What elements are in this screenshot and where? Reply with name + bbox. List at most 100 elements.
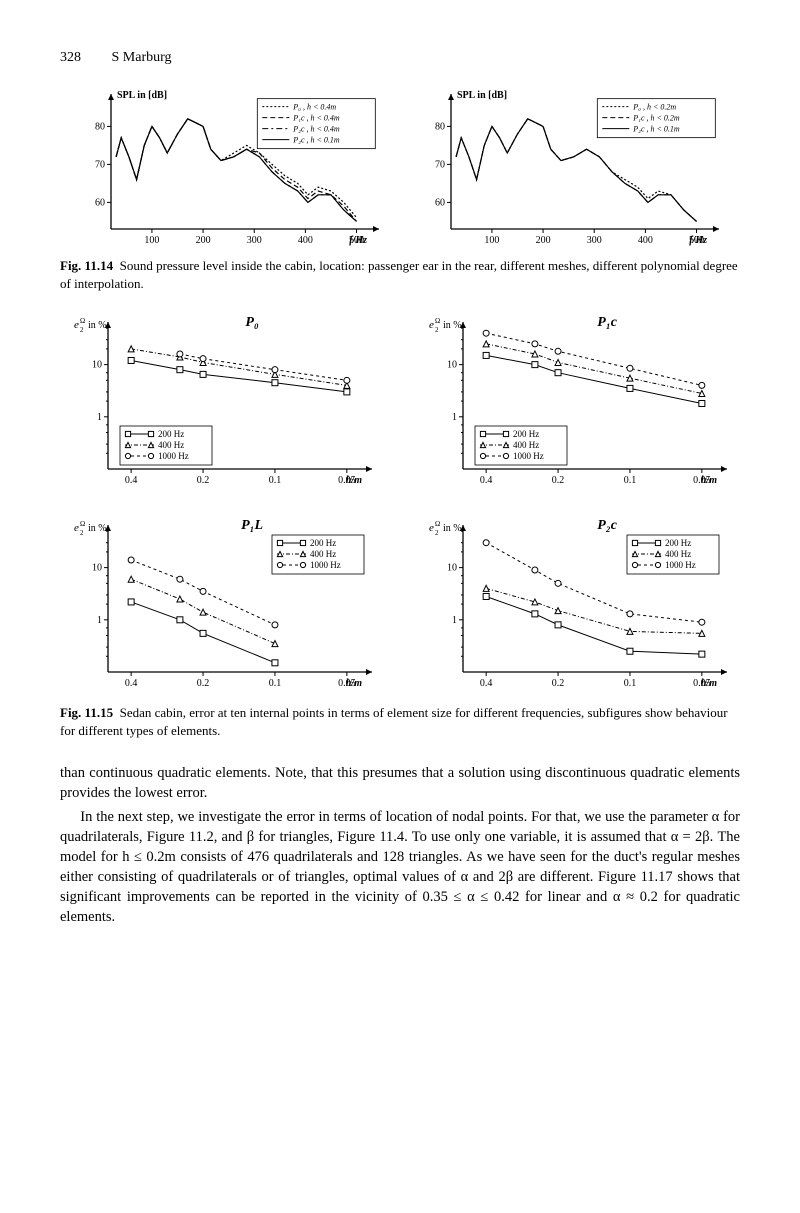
fig-11-14-text: Sound pressure level inside the cabin, l… <box>60 258 738 291</box>
svg-text:400 Hz: 400 Hz <box>513 440 539 450</box>
svg-text:70: 70 <box>95 159 105 170</box>
fig-11-15-panel-P1L: 0.40.20.10.05110e2Ωin %h/mP₁L200 Hz400 H… <box>68 513 378 698</box>
svg-text:0.2: 0.2 <box>551 678 564 689</box>
svg-text:0.4: 0.4 <box>479 475 492 486</box>
svg-text:P₂c: P₂c <box>597 518 617 533</box>
svg-text:e: e <box>74 319 79 331</box>
page-number: 328 <box>60 50 108 66</box>
svg-text:1000 Hz: 1000 Hz <box>310 560 341 570</box>
svg-text:0.2: 0.2 <box>196 475 209 486</box>
svg-text:80: 80 <box>435 121 445 132</box>
svg-text:10: 10 <box>92 563 102 574</box>
svg-text:0.1: 0.1 <box>268 475 281 486</box>
svg-text:2: 2 <box>80 326 84 334</box>
fig-11-14-label: Fig. 11.14 <box>60 258 113 273</box>
svg-text:200: 200 <box>196 235 211 246</box>
svg-text:f/Hz: f/Hz <box>689 235 707 246</box>
svg-text:200 Hz: 200 Hz <box>665 538 691 548</box>
svg-text:1: 1 <box>97 615 102 626</box>
svg-text:P₀: P₀ <box>245 315 259 330</box>
paragraph-2: In the next step, we investigate the err… <box>60 807 740 927</box>
svg-text:0.2: 0.2 <box>196 678 209 689</box>
fig-11-15-panel-P1c: 0.40.20.10.05110e2Ωin %h/mP₁c200 Hz400 H… <box>423 310 733 495</box>
svg-text:P₁c , h < 0.4m: P₁c , h < 0.4m <box>292 114 340 123</box>
svg-text:in %: in % <box>88 523 107 534</box>
fig-11-15-grid: 0.40.20.10.05110e2Ωin %h/mP₀200 Hz400 Hz… <box>60 310 740 698</box>
svg-text:Ω: Ω <box>80 520 85 528</box>
body-text: than continuous quadratic elements. Note… <box>60 763 740 927</box>
svg-text:10: 10 <box>92 360 102 371</box>
svg-text:10: 10 <box>447 360 457 371</box>
svg-text:SPL in [dB]: SPL in [dB] <box>457 90 507 101</box>
svg-text:1000 Hz: 1000 Hz <box>513 451 544 461</box>
fig-11-14-caption: Fig. 11.14 Sound pressure level inside t… <box>60 257 740 292</box>
svg-text:e: e <box>429 319 434 331</box>
svg-text:Ω: Ω <box>80 317 85 325</box>
svg-text:100: 100 <box>484 235 499 246</box>
svg-text:P₀ , h < 0.2m: P₀ , h < 0.2m <box>632 103 676 112</box>
svg-text:in %: in % <box>88 320 107 331</box>
svg-text:in %: in % <box>443 523 462 534</box>
svg-text:70: 70 <box>435 159 445 170</box>
svg-text:400: 400 <box>638 235 653 246</box>
svg-text:200: 200 <box>536 235 551 246</box>
svg-text:0.1: 0.1 <box>623 475 636 486</box>
svg-text:0.4: 0.4 <box>124 475 136 486</box>
fig-11-14-right-chart: 100200300400500607080SPL in [dB]f/HzP₀ ,… <box>415 86 725 251</box>
fig-11-15-label: Fig. 11.15 <box>60 705 113 720</box>
svg-text:60: 60 <box>435 197 445 208</box>
svg-text:Ω: Ω <box>435 520 440 528</box>
svg-text:1: 1 <box>452 412 457 423</box>
svg-text:400 Hz: 400 Hz <box>310 549 336 559</box>
author: S Marburg <box>112 50 172 66</box>
svg-text:P₁c: P₁c <box>597 315 617 330</box>
svg-text:400 Hz: 400 Hz <box>665 549 691 559</box>
svg-text:200 Hz: 200 Hz <box>158 429 184 439</box>
page-header: 328 S Marburg <box>60 50 740 66</box>
svg-text:400: 400 <box>298 235 313 246</box>
svg-text:e: e <box>429 522 434 534</box>
svg-text:0.4: 0.4 <box>479 678 492 689</box>
svg-text:300: 300 <box>247 235 262 246</box>
svg-text:h/m: h/m <box>345 475 361 486</box>
svg-text:h/m: h/m <box>700 475 716 486</box>
svg-text:2: 2 <box>435 326 439 334</box>
svg-text:P₂c , h < 0.1m: P₂c , h < 0.1m <box>632 125 680 134</box>
svg-text:P₂c , h < 0.4m: P₂c , h < 0.4m <box>292 125 340 134</box>
svg-text:Ω: Ω <box>435 317 440 325</box>
svg-text:f/Hz: f/Hz <box>349 235 367 246</box>
svg-text:300: 300 <box>587 235 602 246</box>
svg-text:0.1: 0.1 <box>623 678 636 689</box>
svg-text:P₀ , h < 0.4m: P₀ , h < 0.4m <box>292 103 336 112</box>
svg-text:400 Hz: 400 Hz <box>158 440 184 450</box>
svg-text:200 Hz: 200 Hz <box>513 429 539 439</box>
svg-text:2: 2 <box>80 529 84 537</box>
svg-text:0.4: 0.4 <box>124 678 136 689</box>
svg-text:1000 Hz: 1000 Hz <box>665 560 696 570</box>
svg-text:e: e <box>74 522 79 534</box>
svg-text:in %: in % <box>443 320 462 331</box>
svg-text:100: 100 <box>144 235 159 246</box>
fig-11-15-panel-P2c: 0.40.20.10.05110e2Ωin %h/mP₂c200 Hz400 H… <box>423 513 733 698</box>
paragraph-1: than continuous quadratic elements. Note… <box>60 763 740 803</box>
fig-11-15-text: Sedan cabin, error at ten internal point… <box>60 705 728 738</box>
svg-text:P₂c , h < 0.1m: P₂c , h < 0.1m <box>292 136 340 145</box>
svg-text:h/m: h/m <box>345 678 361 689</box>
svg-text:2: 2 <box>435 529 439 537</box>
svg-text:h/m: h/m <box>700 678 716 689</box>
svg-text:10: 10 <box>447 563 457 574</box>
svg-text:P₁L: P₁L <box>241 518 263 533</box>
svg-text:60: 60 <box>95 197 105 208</box>
svg-text:0.1: 0.1 <box>268 678 281 689</box>
svg-text:200 Hz: 200 Hz <box>310 538 336 548</box>
svg-text:0.2: 0.2 <box>551 475 564 486</box>
svg-text:SPL in [dB]: SPL in [dB] <box>117 90 167 101</box>
svg-text:1: 1 <box>452 615 457 626</box>
fig-11-15-panel-P0: 0.40.20.10.05110e2Ωin %h/mP₀200 Hz400 Hz… <box>68 310 378 495</box>
svg-text:1000 Hz: 1000 Hz <box>158 451 189 461</box>
fig-11-14-row: 100200300400500607080SPL in [dB]f/HzP₀ ,… <box>60 86 740 251</box>
fig-11-15-caption: Fig. 11.15 Sedan cabin, error at ten int… <box>60 704 740 739</box>
fig-11-14-left-chart: 100200300400500607080SPL in [dB]f/HzP₀ ,… <box>75 86 385 251</box>
svg-text:80: 80 <box>95 121 105 132</box>
svg-text:1: 1 <box>97 412 102 423</box>
